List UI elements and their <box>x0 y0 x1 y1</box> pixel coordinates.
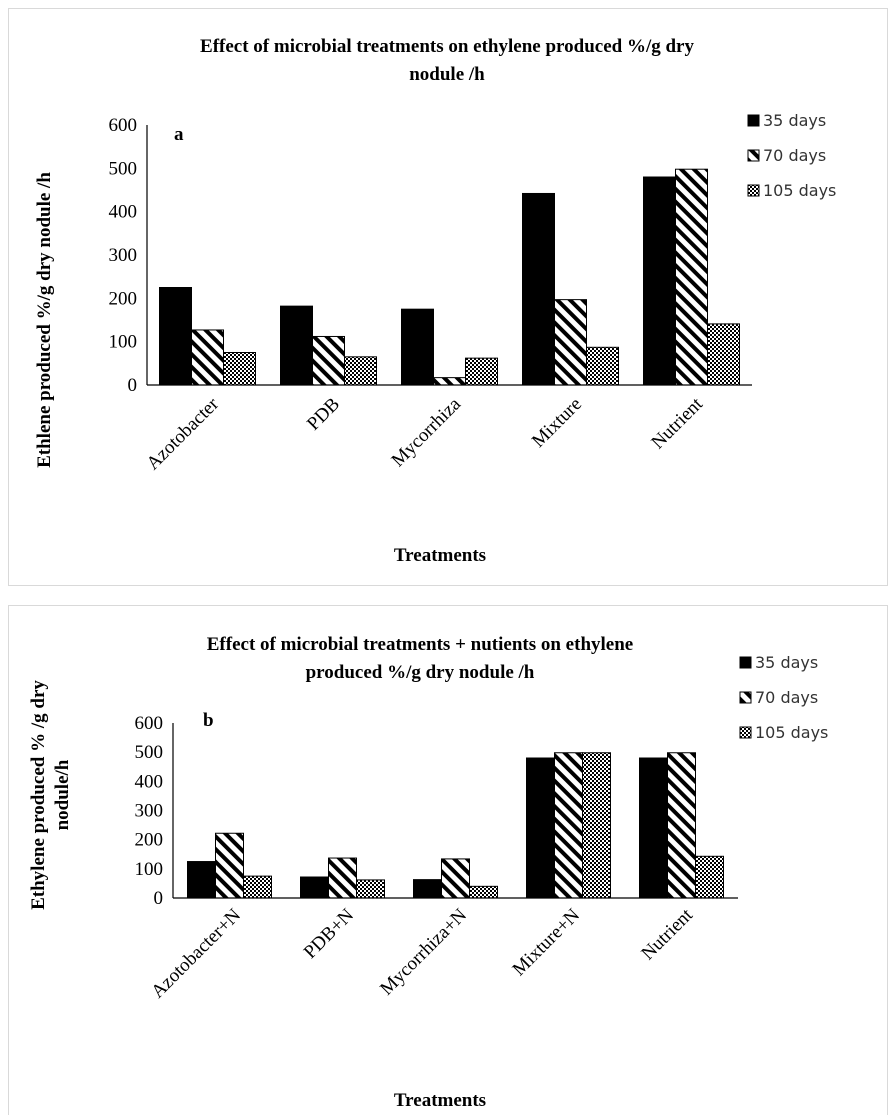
bar-35-days-azotobacter-n <box>187 861 216 899</box>
legend-swatch <box>739 656 752 669</box>
bar-35-days-nutrient <box>639 757 668 899</box>
legend-label: 105 days <box>763 181 836 200</box>
panel-letter: a <box>174 124 184 145</box>
category-label: Azotobacter <box>143 393 224 474</box>
y-tick-label: 400 <box>135 771 164 792</box>
y-tick-label: 400 <box>109 202 138 223</box>
bar-70-days-nutrient <box>667 752 696 899</box>
y-tick-label: 0 <box>154 888 164 909</box>
chart-b: Effect of microbial treatments + nutient… <box>28 634 828 1111</box>
bar-105-days-azotobacter <box>223 352 256 386</box>
bar-70-days-mixture <box>554 299 587 386</box>
bar-35-days-azotobacter <box>159 287 192 386</box>
category-label: PDB <box>303 394 344 435</box>
y-axis-title-line1: Ethylene produced % /g dry <box>28 680 49 910</box>
y-tick-label: 600 <box>135 713 164 734</box>
x-axis-title: Treatments <box>394 1090 486 1111</box>
y-tick-label: 300 <box>135 801 164 822</box>
bar-105-days-mixture-n <box>582 752 611 899</box>
y-tick-label: 500 <box>135 742 164 763</box>
bar-70-days-mycorrhiza-n <box>441 858 470 899</box>
bar-105-days-pdb-n <box>356 879 385 899</box>
y-tick-label: 600 <box>109 115 138 136</box>
panel-letter: b <box>203 710 214 731</box>
chart-title-line2: nodule /h <box>409 64 485 85</box>
bar-35-days-mixture-n <box>526 757 555 899</box>
bar-35-days-pdb-n <box>300 876 329 899</box>
bar-70-days-azotobacter <box>191 329 224 386</box>
bar-105-days-mycorrhiza <box>465 357 498 386</box>
bar-70-days-mixture-n <box>554 752 583 899</box>
bar-35-days-mixture <box>522 192 555 386</box>
y-axis-title-line2: nodule/h <box>52 759 73 830</box>
bar-70-days-azotobacter-n <box>215 832 244 899</box>
bar-105-days-azotobacter-n <box>243 875 272 899</box>
legend-label: 35 days <box>763 111 826 130</box>
y-tick-label: 100 <box>135 859 164 880</box>
bar-105-days-mixture <box>586 346 619 386</box>
legend-label: 35 days <box>755 653 818 672</box>
chart-a: Effect of microbial treatments on ethyle… <box>34 36 836 566</box>
bar-35-days-mycorrhiza-n <box>413 879 442 899</box>
y-tick-label: 300 <box>109 245 138 266</box>
category-label: Azotobacter+N <box>147 904 245 1002</box>
chart-title-line1: Effect of microbial treatments + nutient… <box>207 634 633 655</box>
legend-label: 105 days <box>755 723 828 742</box>
bar-70-days-pdb <box>312 335 345 386</box>
chart-title-line2: produced %/g dry nodule /h <box>306 662 535 683</box>
chart-panel-a <box>8 8 888 586</box>
y-tick-label: 100 <box>109 332 138 353</box>
x-axis-title: Treatments <box>394 545 486 566</box>
y-tick-label: 0 <box>128 375 138 396</box>
bar-105-days-nutrient <box>695 855 724 899</box>
bar-105-days-nutrient <box>707 323 740 386</box>
category-label: Nutrient <box>637 904 697 964</box>
bar-35-days-mycorrhiza <box>401 308 434 386</box>
category-label: PDB+N <box>300 904 358 962</box>
bar-35-days-nutrient <box>643 176 676 386</box>
legend-label: 70 days <box>763 146 826 165</box>
legend-swatch <box>739 691 752 704</box>
category-label: Mycorrhiza <box>388 393 466 471</box>
bar-105-days-mycorrhiza-n <box>469 885 498 899</box>
legend-label: 70 days <box>755 688 818 707</box>
bar-70-days-pdb-n <box>328 857 357 899</box>
legend-swatch <box>747 184 760 197</box>
y-axis-title: Ethlene produced %/g dry nodule /h <box>34 172 55 468</box>
bar-105-days-pdb <box>344 356 377 386</box>
bar-70-days-mycorrhiza <box>433 377 466 386</box>
category-label: Mixture <box>528 394 586 452</box>
bar-70-days-nutrient <box>675 168 708 386</box>
y-tick-label: 200 <box>135 830 164 851</box>
category-label: Mycorrhiza+N <box>376 904 471 999</box>
legend-swatch <box>747 149 760 162</box>
legend-swatch <box>739 726 752 739</box>
chart-title-line1: Effect of microbial treatments on ethyle… <box>200 36 694 57</box>
category-label: Mixture+N <box>509 904 585 980</box>
y-tick-label: 200 <box>109 288 138 309</box>
bar-35-days-pdb <box>280 305 313 386</box>
legend-swatch <box>747 114 760 127</box>
y-tick-label: 500 <box>109 158 138 179</box>
category-label: Nutrient <box>647 393 707 453</box>
